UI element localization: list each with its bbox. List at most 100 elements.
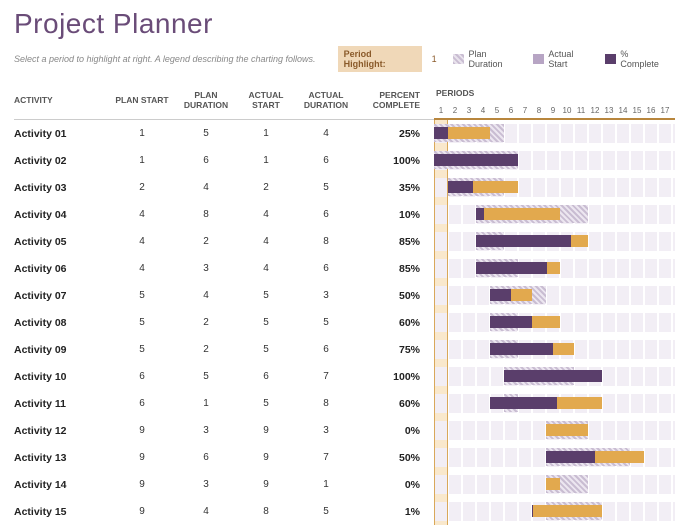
period-15[interactable]: 15: [630, 106, 644, 115]
cell-percent: 100%: [358, 155, 434, 167]
cell-plan-start: 9: [110, 479, 174, 490]
complete-swatch: [605, 54, 617, 64]
gantt-row: [434, 174, 675, 201]
table-row[interactable]: Activity 04484610%: [14, 201, 434, 228]
cell-percent: 85%: [358, 236, 434, 248]
table-row[interactable]: Activity 05424885%: [14, 228, 434, 255]
table-header: ACTIVITY PLAN START PLAN DURATION ACTUAL…: [14, 82, 434, 120]
actual-bar: [476, 208, 560, 220]
cell-activity: Activity 07: [14, 290, 110, 302]
period-14[interactable]: 14: [616, 106, 630, 115]
actual-bar: [532, 505, 602, 517]
period-16[interactable]: 16: [644, 106, 658, 115]
actual-bar: [546, 424, 588, 436]
complete-bar: [490, 397, 557, 409]
legend: Plan Duration Actual Start % Complete: [453, 49, 675, 69]
table-row[interactable]: Activity 07545350%: [14, 282, 434, 309]
table-row[interactable]: Activity 01151425%: [14, 120, 434, 147]
table-row[interactable]: Activity 1293930%: [14, 417, 434, 444]
cell-actual-start: 9: [238, 452, 294, 463]
cell-activity: Activity 01: [14, 128, 110, 140]
complete-bar: [448, 181, 473, 193]
period-9[interactable]: 9: [546, 106, 560, 115]
cell-plan-duration: 3: [174, 425, 238, 436]
table-row[interactable]: Activity 1594851%: [14, 498, 434, 525]
cell-activity: Activity 13: [14, 452, 110, 464]
period-12[interactable]: 12: [588, 106, 602, 115]
cell-actual-duration: 6: [294, 344, 358, 355]
cell-actual-duration: 6: [294, 209, 358, 220]
table-row[interactable]: Activity 021616100%: [14, 147, 434, 174]
cell-plan-start: 5: [110, 344, 174, 355]
legend-plan: Plan Duration: [468, 49, 522, 69]
period-11[interactable]: 11: [574, 106, 588, 115]
cell-percent: 60%: [358, 398, 434, 410]
period-6[interactable]: 6: [504, 106, 518, 115]
cell-actual-start: 6: [238, 371, 294, 382]
periods-label: PERIODS: [436, 88, 474, 98]
period-10[interactable]: 10: [560, 106, 574, 115]
table-row[interactable]: Activity 11615860%: [14, 390, 434, 417]
gantt-row: [434, 255, 675, 282]
period-5[interactable]: 5: [490, 106, 504, 115]
period-2[interactable]: 2: [448, 106, 462, 115]
complete-bar: [490, 343, 553, 355]
cell-actual-duration: 3: [294, 425, 358, 436]
cell-plan-start: 4: [110, 263, 174, 274]
cell-plan-duration: 8: [174, 209, 238, 220]
period-17[interactable]: 17: [658, 106, 672, 115]
gantt-row: [434, 363, 675, 390]
gantt-row: [434, 336, 675, 363]
cell-actual-start: 8: [238, 506, 294, 517]
cell-actual-duration: 8: [294, 236, 358, 247]
actual-start-swatch: [533, 54, 545, 64]
period-3[interactable]: 3: [462, 106, 476, 115]
table-row[interactable]: Activity 06434685%: [14, 255, 434, 282]
period-highlight-value[interactable]: 1: [430, 54, 445, 64]
cell-actual-duration: 1: [294, 479, 358, 490]
cell-plan-duration: 3: [174, 263, 238, 274]
cell-plan-duration: 2: [174, 236, 238, 247]
legend-complete: % Complete: [620, 49, 669, 69]
cell-percent: 60%: [358, 317, 434, 329]
table-row[interactable]: Activity 13969750%: [14, 444, 434, 471]
cell-plan-start: 4: [110, 236, 174, 247]
complete-bar: [490, 289, 511, 301]
cell-plan-duration: 6: [174, 155, 238, 166]
cell-plan-start: 9: [110, 452, 174, 463]
cell-activity: Activity 14: [14, 479, 110, 491]
cell-plan-start: 2: [110, 182, 174, 193]
period-8[interactable]: 8: [532, 106, 546, 115]
complete-bar: [434, 127, 448, 139]
cell-activity: Activity 02: [14, 155, 110, 167]
period-7[interactable]: 7: [518, 106, 532, 115]
cell-activity: Activity 05: [14, 236, 110, 248]
cell-actual-duration: 5: [294, 506, 358, 517]
cell-percent: 75%: [358, 344, 434, 356]
table-row[interactable]: Activity 09525675%: [14, 336, 434, 363]
cell-activity: Activity 11: [14, 398, 110, 410]
period-4[interactable]: 4: [476, 106, 490, 115]
cell-percent: 100%: [358, 371, 434, 383]
gantt-row: [434, 498, 675, 525]
cell-percent: 35%: [358, 182, 434, 194]
cell-actual-duration: 7: [294, 371, 358, 382]
col-plan-start: PLAN START: [110, 96, 174, 105]
plan-duration-swatch: [453, 54, 465, 64]
cell-actual-start: 2: [238, 182, 294, 193]
cell-plan-duration: 2: [174, 344, 238, 355]
table-row[interactable]: Activity 08525560%: [14, 309, 434, 336]
table-row[interactable]: Activity 106567100%: [14, 363, 434, 390]
period-13[interactable]: 13: [602, 106, 616, 115]
col-percent-complete: PERCENT COMPLETE: [358, 91, 434, 110]
subtitle: Select a period to highlight at right. A…: [14, 54, 330, 64]
table-row[interactable]: Activity 1493910%: [14, 471, 434, 498]
cell-actual-duration: 3: [294, 290, 358, 301]
gantt-row: [434, 471, 675, 498]
gantt-row: [434, 444, 675, 471]
gantt-row: [434, 147, 675, 174]
period-1[interactable]: 1: [434, 106, 448, 115]
cell-plan-start: 9: [110, 425, 174, 436]
cell-plan-duration: 6: [174, 452, 238, 463]
table-row[interactable]: Activity 03242535%: [14, 174, 434, 201]
